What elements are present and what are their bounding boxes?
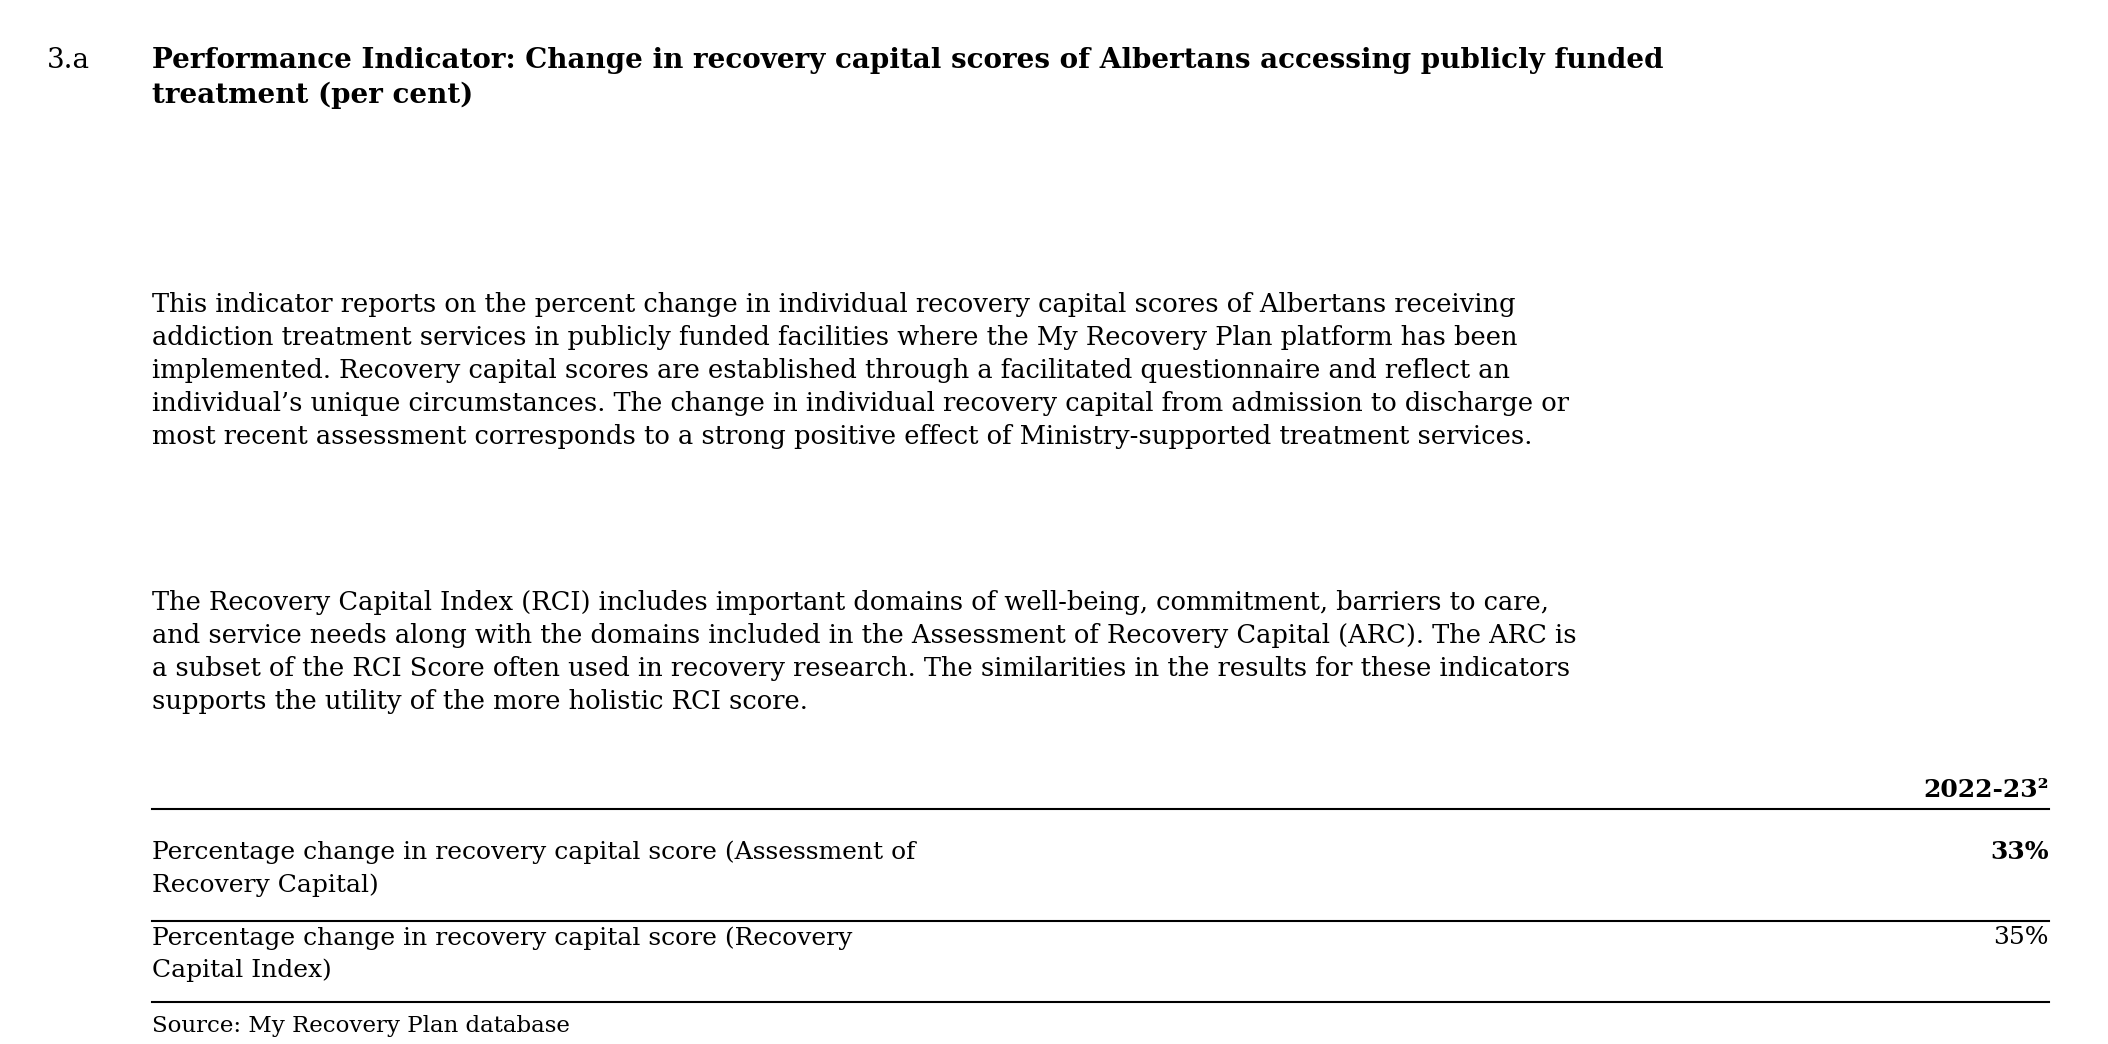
- Text: The Recovery Capital Index (RCI) includes important domains of well-being, commi: The Recovery Capital Index (RCI) include…: [152, 590, 1577, 714]
- Text: 2022-23²: 2022-23²: [1922, 778, 2049, 802]
- Text: Source: My Recovery Plan database: Source: My Recovery Plan database: [152, 1015, 569, 1037]
- Text: Performance Indicator: Change in recovery capital scores of Albertans accessing : Performance Indicator: Change in recover…: [152, 47, 1663, 109]
- Text: 33%: 33%: [1990, 840, 2049, 864]
- Text: 3.a: 3.a: [46, 47, 89, 74]
- Text: This indicator reports on the percent change in individual recovery capital scor: This indicator reports on the percent ch…: [152, 292, 1568, 449]
- Text: Percentage change in recovery capital score (Recovery
Capital Index): Percentage change in recovery capital sc…: [152, 926, 852, 982]
- Text: Percentage change in recovery capital score (Assessment of
Recovery Capital): Percentage change in recovery capital sc…: [152, 840, 915, 897]
- Text: 35%: 35%: [1994, 926, 2049, 949]
